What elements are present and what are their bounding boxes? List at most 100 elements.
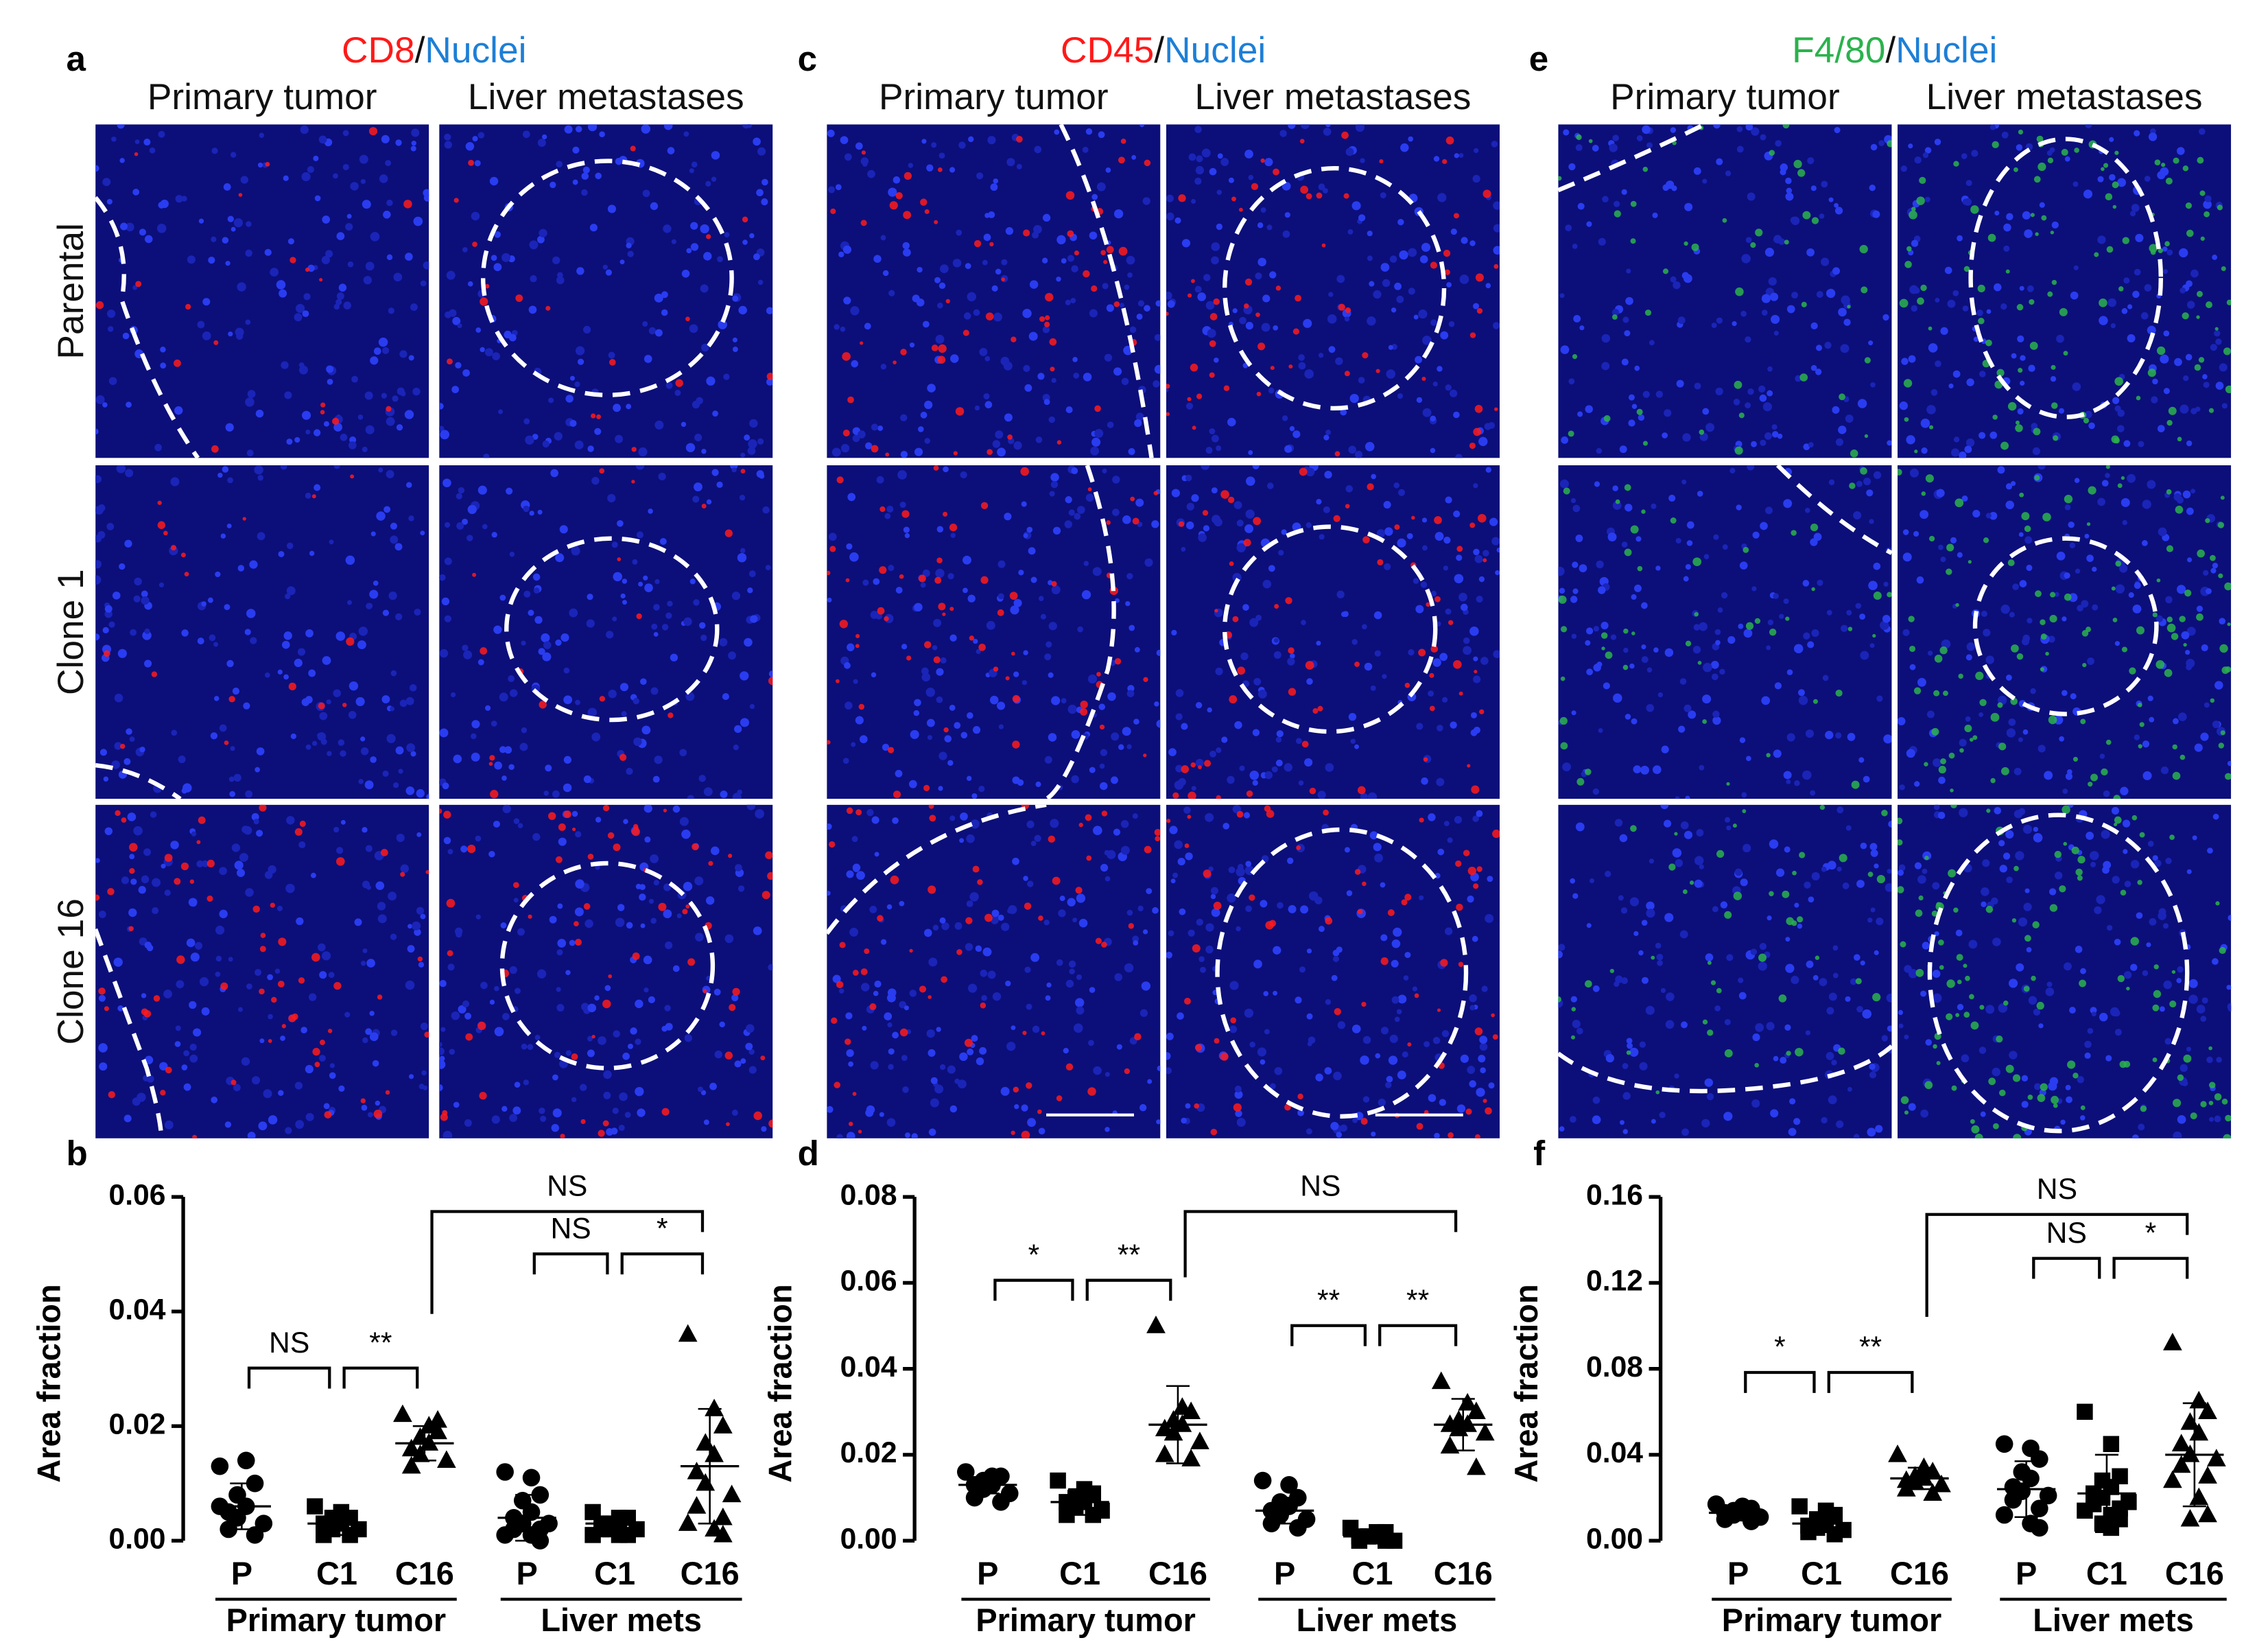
nucleus (126, 728, 132, 735)
nucleus (255, 969, 262, 976)
nucleus (1271, 766, 1278, 773)
nucleus (1886, 993, 1892, 1003)
nucleus (267, 974, 274, 981)
x-tick-label: C16 (1148, 1556, 1207, 1591)
nucleus (1056, 235, 1066, 245)
stain-spot (1021, 1130, 1030, 1138)
nucleus (509, 689, 518, 697)
stain-spot (319, 1040, 325, 1046)
stain-spot (1475, 1134, 1480, 1138)
nucleus (1056, 277, 1061, 282)
nucleus (1747, 388, 1754, 395)
stain-spot (964, 1038, 973, 1047)
tile-background (439, 804, 773, 1138)
stain-spot (692, 843, 699, 851)
nucleus (1191, 786, 1196, 791)
stain-spot (2040, 1083, 2048, 1091)
nucleus (326, 365, 334, 373)
nucleus (1703, 554, 1710, 559)
nucleus (1244, 150, 1253, 159)
nucleus (1473, 548, 1480, 556)
stain-spot (2047, 291, 2053, 297)
nucleus (679, 817, 689, 826)
nucleus (1828, 1095, 1837, 1105)
stain-spot (319, 278, 323, 282)
stain-spot (1699, 429, 1705, 435)
stain-spot (1492, 829, 1500, 839)
nucleus (397, 387, 405, 395)
data-point (2031, 1499, 2048, 1518)
stain-spot (2064, 593, 2072, 601)
nucleus (392, 395, 399, 402)
nucleus (538, 648, 545, 655)
nucleus (1609, 143, 1618, 152)
nucleus (864, 323, 871, 330)
nucleus (1391, 996, 1399, 1004)
stain-spot (1194, 1103, 1200, 1109)
nucleus (1664, 409, 1672, 417)
nucleus (1675, 537, 1681, 543)
nucleus (1336, 274, 1345, 283)
stain-spot (2062, 805, 2070, 815)
nucleus (2163, 388, 2170, 395)
nucleus (1561, 436, 1569, 444)
nucleus (1841, 624, 1848, 632)
stain-spot (1477, 513, 1487, 523)
nucleus (119, 563, 126, 570)
nucleus (1194, 285, 1202, 293)
nucleus (123, 758, 131, 765)
nucleus (1328, 346, 1336, 353)
nucleus (852, 434, 860, 443)
data-point (2198, 1466, 2217, 1484)
stain-spot (2003, 1001, 2009, 1006)
nucleus (1197, 292, 1206, 301)
nucleus (1902, 529, 1909, 535)
nucleus (1131, 154, 1137, 160)
nucleus (2001, 131, 2009, 139)
stain-spot (1576, 777, 1585, 786)
nucleus (213, 642, 219, 647)
nucleus (1932, 993, 1942, 1003)
nucleus (377, 902, 386, 911)
image-tile (439, 124, 773, 458)
nucleus (1913, 287, 1920, 294)
stain-spot (1056, 440, 1062, 445)
nucleus (1174, 840, 1183, 850)
data-point (1742, 1512, 1760, 1530)
stain-spot (1600, 632, 1608, 639)
nucleus (1922, 942, 1930, 950)
nucleus (1860, 651, 1869, 660)
nucleus (491, 721, 497, 727)
stain-spot (1166, 312, 1169, 316)
nucleus (1236, 519, 1244, 527)
data-point (1262, 1514, 1281, 1532)
significance-label: NS (547, 1170, 587, 1203)
stain-spot (1750, 242, 1756, 248)
nucleus (139, 229, 147, 236)
nucleus (1697, 491, 1703, 497)
nucleus (319, 971, 327, 979)
nucleus (1245, 509, 1255, 519)
nucleus (2086, 554, 2094, 562)
nucleus (1071, 775, 1079, 784)
nucleus (622, 578, 628, 584)
nucleus (941, 922, 949, 931)
nucleus (1111, 732, 1120, 741)
nucleus (1420, 581, 1428, 588)
nucleus (979, 348, 988, 356)
image-tile (1898, 465, 2232, 799)
nucleus (1393, 927, 1402, 937)
y-tick-label: 0.06 (109, 1178, 166, 1211)
stain-spot (2086, 522, 2091, 526)
nucleus (1928, 343, 1938, 353)
nucleus (1360, 158, 1365, 163)
nucleus (888, 1048, 895, 1055)
stain-spot (1213, 902, 1222, 910)
nucleus (119, 222, 128, 231)
stain-spot (1859, 244, 1868, 254)
stain-spot (574, 939, 582, 946)
nucleus (2149, 716, 2155, 723)
nucleus (971, 1035, 978, 1042)
stain-spot (1065, 191, 1075, 200)
stain-spot (2220, 495, 2225, 500)
